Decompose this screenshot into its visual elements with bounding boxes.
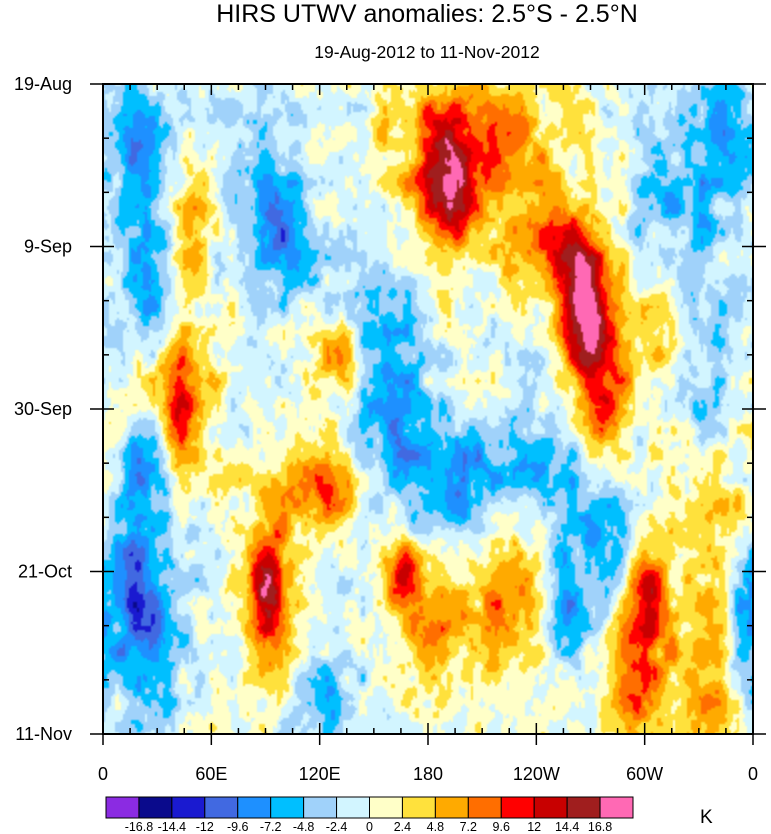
colorbar-label: -12: [196, 820, 214, 834]
colorbar-label: 4.8: [427, 820, 444, 834]
colorbar-label: 14.4: [555, 820, 579, 834]
y-tick-label: 11-Nov: [15, 724, 72, 744]
colorbar-swatch: [467, 796, 502, 819]
colorbar-swatch: [105, 796, 140, 819]
y-axis: 19-Aug 9-Sep 30-Sep 21-Oct 11-Nov: [14, 74, 766, 744]
colorbar-label: 9.6: [493, 820, 510, 834]
colorbar-label: 16.8: [588, 820, 612, 834]
colorbar-swatch: [434, 796, 469, 819]
colorbar-swatch: [138, 796, 173, 819]
units-label: K: [700, 807, 713, 828]
plot-area: [102, 83, 754, 735]
colorbar-label: -4.8: [293, 820, 315, 834]
colorbar-label: -9.6: [227, 820, 249, 834]
y-tick-label: 21-Oct: [18, 562, 72, 582]
x-tick-label: 120E: [299, 764, 341, 784]
colorbar-swatch: [303, 796, 338, 819]
y-tick-label: 30-Sep: [14, 399, 72, 419]
colorbar-label: 2.4: [394, 820, 411, 834]
colorbar-swatch: [171, 796, 206, 819]
colorbar-swatch: [336, 796, 370, 819]
x-tick-label: 60W: [626, 764, 663, 784]
chart-title: HIRS UTWV anomalies: 2.5°S - 2.5°N: [216, 0, 638, 28]
x-tick-label: 0: [748, 764, 758, 784]
colorbar-swatch: [500, 796, 535, 819]
colorbar-label: -16.8: [125, 820, 154, 834]
colorbar-swatch: [204, 796, 239, 819]
x-axis: 0 60E 120E 180 120W 60W 0: [98, 84, 758, 784]
colorbar-label: -14.4: [158, 820, 187, 834]
anomaly-field: [103, 84, 753, 734]
colorbar-label: -7.2: [260, 820, 282, 834]
colorbar-swatch: [369, 796, 403, 819]
colorbar-label: -2.4: [326, 820, 348, 834]
colorbar-label: 12: [527, 820, 541, 834]
colorbar-swatch: [533, 796, 568, 819]
y-tick-label: 19-Aug: [14, 74, 72, 94]
colorbar-swatch: [237, 796, 272, 819]
colorbar-label: 7.2: [460, 820, 477, 834]
colorbar-swatch: [401, 796, 436, 819]
x-tick-label: 120W: [513, 764, 560, 784]
colorbar-swatch: [270, 796, 305, 819]
chart-subtitle: 19-Aug-2012 to 11-Nov-2012: [314, 42, 539, 62]
x-tick-label: 0: [98, 764, 108, 784]
colorbar-swatch: [566, 796, 601, 819]
x-tick-label: 180: [413, 764, 443, 784]
colorbar-label: 0: [366, 820, 373, 834]
y-tick-label: 9-Sep: [24, 237, 72, 257]
colorbar-swatch: [599, 796, 634, 819]
colorbar: -16.8 -14.4 -12 -9.6 -7.2 -4.8 -2.4 0 2.4 4.8 7.2 9…: [105, 796, 634, 834]
x-tick-label: 60E: [195, 764, 227, 784]
